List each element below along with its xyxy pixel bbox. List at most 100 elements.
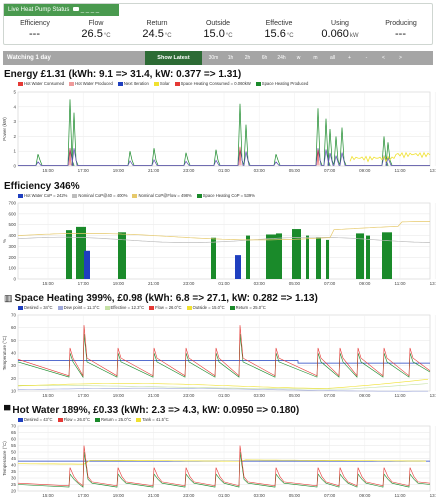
- y-tick-label: 60: [11, 325, 17, 330]
- x-tick-label: 05:00: [289, 281, 301, 286]
- range-button[interactable]: >: [399, 55, 402, 61]
- x-tick-label: 19:00: [113, 493, 125, 498]
- legend-item[interactable]: Space Heating Produced: [255, 81, 309, 86]
- x-tick-label: 21:00: [148, 281, 160, 286]
- x-tick-label: 13:00: [430, 393, 436, 398]
- camera-icon[interactable]: [73, 7, 80, 11]
- range-button[interactable]: -: [365, 55, 368, 61]
- legend-item[interactable]: Effective = 12.3°C: [104, 305, 145, 310]
- x-tick-label: 19:00: [113, 168, 125, 173]
- legend-item[interactable]: Space Heating CoP = 539%: [196, 193, 255, 198]
- show-latest-button[interactable]: Show Latest: [145, 51, 202, 65]
- y-tick-label: 300: [8, 244, 16, 249]
- x-tick-label: 07:00: [324, 281, 336, 286]
- legend-item[interactable]: Solar: [153, 81, 170, 86]
- legend-label: Effective = 12.3°C: [110, 305, 145, 310]
- status-header: Live Heat Pump Status _ _ _ _: [4, 4, 119, 16]
- range-button[interactable]: 30m: [208, 55, 219, 61]
- legend-item[interactable]: Return = 25.0°C: [229, 305, 266, 310]
- y-axis-label: Temperature (°C): [2, 441, 7, 476]
- legend-item[interactable]: Flow = 26.0°C: [57, 417, 91, 422]
- legend-item[interactable]: Next Iteration: [117, 81, 149, 86]
- space-heating-cop-bar: [356, 233, 364, 279]
- x-tick-label: 03:00: [254, 393, 266, 398]
- legend-swatch: [18, 417, 23, 422]
- legend-item[interactable]: Dew point = 11.3°C: [57, 305, 100, 310]
- metric-value: 15.0°C: [203, 28, 233, 40]
- x-tick-label: 01:00: [218, 281, 230, 286]
- legend-swatch: [229, 305, 235, 310]
- range-button[interactable]: 1h: [227, 55, 234, 61]
- range-button[interactable]: all: [329, 55, 335, 61]
- legend-item[interactable]: Desired = 43°C: [18, 417, 53, 422]
- x-tick-label: 13:00: [430, 281, 436, 286]
- range-button[interactable]: +: [348, 55, 351, 61]
- x-tick-label: 09:00: [359, 168, 371, 173]
- legend-item[interactable]: Tank = 41.5°C: [136, 417, 169, 422]
- y-tick-label: 30: [11, 476, 17, 481]
- x-tick-label: 05:00: [289, 493, 301, 498]
- hot-water-cop-bar: [235, 255, 241, 279]
- legend-item[interactable]: Desired = 34°C: [18, 305, 53, 310]
- legend-swatch: [72, 193, 78, 198]
- x-tick-label: 21:00: [148, 493, 160, 498]
- y-tick-label: 60: [11, 437, 17, 442]
- x-tick-label: 03:00: [254, 493, 266, 498]
- legend-item[interactable]: Nominal CoP@40 = 400%: [72, 193, 127, 198]
- y-tick-label: 400: [8, 233, 16, 238]
- x-tick-label: 09:00: [359, 281, 371, 286]
- range-button[interactable]: m: [313, 55, 318, 61]
- legend-item[interactable]: Nominal CoP@Flow = 498%: [132, 193, 192, 198]
- hot-water-cop-bar: [84, 250, 90, 279]
- x-tick-label: 15:00: [42, 493, 54, 498]
- legend-swatch: [117, 81, 123, 86]
- space-heating-cop-bar: [316, 237, 321, 279]
- nominal-cop-flow-line: [17, 221, 430, 241]
- legend-item[interactable]: Hot Water CoP = 242%: [18, 193, 67, 198]
- legend-item[interactable]: Hot Water Consumed: [18, 81, 64, 86]
- y-tick-label: 40: [11, 463, 17, 468]
- legend-label: Flow = 26.0°C: [63, 417, 91, 422]
- legend-swatch: [132, 193, 138, 198]
- legend-swatch: [149, 305, 155, 310]
- range-button[interactable]: 6h: [261, 55, 268, 61]
- space-heating-cop-bar: [211, 237, 216, 279]
- legend-label: Solar: [159, 81, 170, 86]
- space-heating-cop-bar: [292, 229, 301, 279]
- range-button[interactable]: 2h: [244, 55, 251, 61]
- x-tick-label: 23:00: [183, 393, 195, 398]
- metric-outside: Outside 15.0°C: [187, 20, 249, 40]
- legend-swatch: [255, 81, 261, 86]
- legend-item[interactable]: Flow = 26.0°C: [149, 305, 182, 310]
- x-tick-label: 01:00: [218, 393, 230, 398]
- range-button[interactable]: <: [382, 55, 385, 61]
- metric-flow: Flow 26.5°C: [65, 20, 127, 40]
- x-tick-label: 11:00: [395, 168, 406, 173]
- legend-swatch: [186, 305, 192, 310]
- legend-label: Space Heating Produced: [261, 81, 309, 86]
- metric-value: 26.5°C: [81, 28, 111, 40]
- radiator-icon: ▥: [4, 293, 13, 303]
- y-tick-label: 50: [11, 338, 17, 343]
- legend-item[interactable]: Outside = 15.0°C: [186, 305, 225, 310]
- x-tick-label: 11:00: [395, 281, 406, 286]
- effective-line: [18, 383, 429, 390]
- y-tick-label: 70: [11, 424, 17, 429]
- range-button[interactable]: w: [296, 55, 301, 61]
- next-iteration-line: [18, 148, 430, 166]
- y-tick-label: 35: [11, 469, 17, 474]
- legend-item[interactable]: Hot Water Produced: [69, 81, 113, 86]
- metric-return: Return 24.5°C: [126, 20, 188, 40]
- y-tick-label: 65: [11, 430, 17, 435]
- x-tick-label: 05:00: [289, 168, 301, 173]
- legend-item[interactable]: Return = 25.0°C: [95, 417, 131, 422]
- status-title: Live Heat Pump Status: [8, 7, 70, 13]
- metric-label: Outside: [205, 20, 231, 27]
- energy-legend: Hot Water Consumed Hot Water Produced Next…: [18, 81, 313, 88]
- space-heating-cop-bar: [118, 232, 126, 279]
- y-tick-label: 30: [11, 363, 17, 368]
- return-line: [17, 451, 431, 488]
- x-tick-label: 21:00: [148, 168, 160, 173]
- range-button[interactable]: 24h: [277, 55, 286, 61]
- legend-item[interactable]: Space Heating Consumed = 0.060kW: [174, 81, 251, 86]
